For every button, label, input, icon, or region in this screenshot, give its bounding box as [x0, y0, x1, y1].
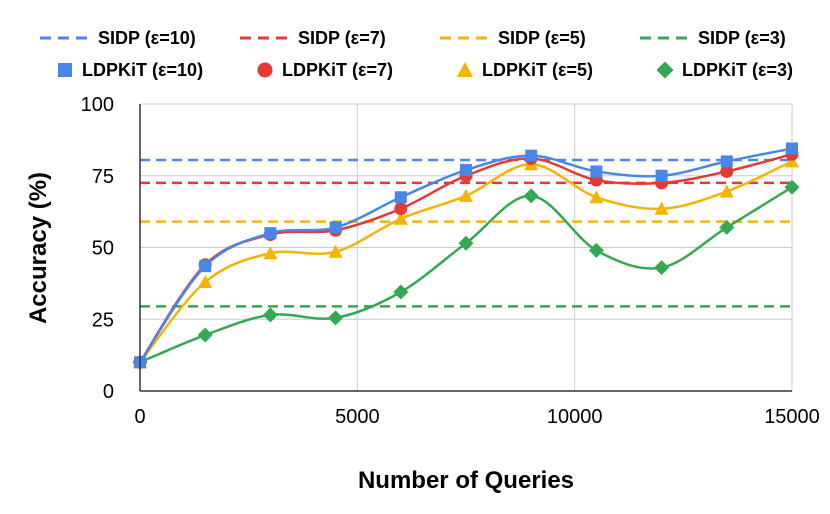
- data-point-2-10: [785, 154, 799, 168]
- y-axis-title: Accuracy (%): [25, 172, 52, 324]
- axes: 0 25 50 75 100 0 5000 10000 15000: [81, 94, 820, 428]
- data-point-0-10: [786, 142, 798, 155]
- legend-marker-ldpkit-0: [58, 63, 72, 77]
- series-line-1: [138, 153, 793, 363]
- data-point-0-3: [329, 221, 342, 234]
- series-ldpkit-0: [134, 142, 798, 369]
- legend-label-sidp-1: SIDP (ε=7): [298, 28, 386, 48]
- data-point-2-5: [459, 188, 473, 202]
- legend-label-ldpkit-2: LDPKiT (ε=5): [482, 60, 593, 80]
- data-point-3-8: [654, 260, 670, 276]
- data-point-3-3: [328, 310, 344, 326]
- y-tick-label: 50: [92, 238, 114, 260]
- legend-label-sidp-3: SIDP (ε=3): [698, 28, 786, 48]
- legend-marker-ldpkit-1: [257, 62, 273, 78]
- data-point-0-6: [525, 149, 538, 162]
- data-point-2-3: [328, 244, 343, 258]
- legend-marker-ldpkit-2: [457, 62, 473, 77]
- series-lines: [132, 142, 800, 370]
- data-point-0-7: [590, 165, 603, 178]
- legend-label-ldpkit-3: LDPKiT (ε=3): [682, 60, 793, 80]
- data-point-2-7: [589, 190, 604, 204]
- data-point-3-4: [393, 284, 409, 300]
- legend-label-ldpkit-0: LDPKiT (ε=10): [82, 60, 203, 80]
- data-point-1-9: [720, 164, 734, 178]
- data-point-0-5: [460, 164, 472, 177]
- y-tick-label: 25: [92, 309, 114, 331]
- data-point-2-9: [719, 184, 734, 198]
- series-ldpkit-1: [133, 147, 799, 369]
- baseline-lines: [140, 158, 792, 308]
- legend-label-ldpkit-1: LDPKiT (ε=7): [282, 60, 393, 80]
- data-point-0-2: [264, 227, 277, 240]
- y-tick-label: 100: [81, 94, 114, 116]
- data-point-3-1: [197, 327, 213, 343]
- data-point-2-1: [198, 274, 213, 288]
- data-point-3-2: [262, 307, 278, 323]
- data-point-0-9: [720, 155, 733, 168]
- data-point-3-6: [523, 188, 539, 204]
- data-point-0-1: [199, 260, 212, 273]
- legend-label-sidp-0: SIDP (ε=10): [98, 28, 196, 48]
- data-point-0-4: [394, 191, 407, 204]
- data-point-2-4: [393, 211, 408, 225]
- data-point-3-9: [719, 219, 735, 235]
- data-point-3-10: [784, 179, 800, 195]
- series-ldpkit-3: [132, 179, 800, 370]
- series-ldpkit-2: [133, 154, 799, 369]
- legend: SIDP (ε=10) SIDP (ε=7) SIDP (ε=5) SIDP (ε=3…: [40, 28, 793, 80]
- data-point-1-4: [394, 202, 408, 216]
- legend-marker-ldpkit-3: [656, 61, 674, 79]
- x-tick-label: 10000: [547, 406, 603, 428]
- x-tick-label: 15000: [764, 406, 820, 428]
- data-point-3-7: [588, 242, 604, 258]
- x-tick-label: 0: [134, 406, 145, 428]
- legend-label-sidp-2: SIDP (ε=5): [498, 28, 586, 48]
- series-line-3: [139, 186, 793, 364]
- y-tick-label: 0: [103, 381, 114, 403]
- data-point-0-8: [655, 169, 668, 182]
- y-tick-label: 75: [92, 166, 114, 188]
- data-point-2-2: [263, 246, 278, 260]
- x-tick-label: 5000: [335, 406, 380, 428]
- x-axis-title: Number of Queries: [358, 467, 574, 494]
- data-point-3-5: [458, 235, 474, 251]
- data-point-2-8: [654, 201, 669, 215]
